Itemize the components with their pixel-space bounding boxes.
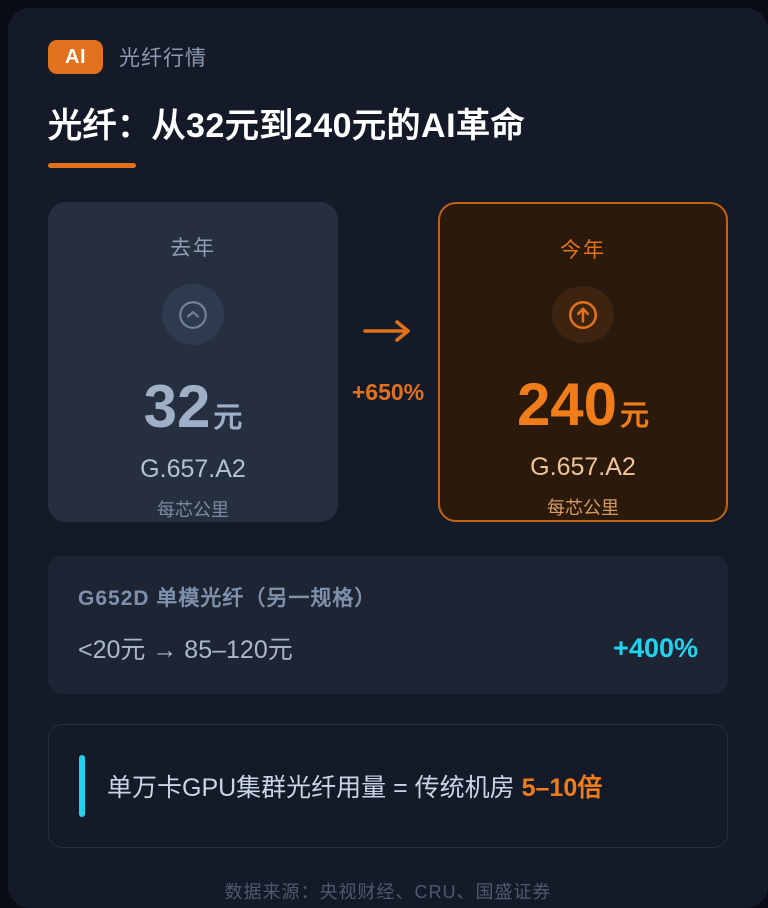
arrow-right-icon <box>361 318 415 349</box>
card-past-spec: G.657.A2 <box>140 455 246 483</box>
callout-text-prefix: 单万卡GPU集群光纤用量 = 传统机房 <box>107 774 522 802</box>
secondary-spec-panel: G652D 单模光纤（另一规格） <20元 → 85–120元 +400% <box>48 556 728 694</box>
title-underline <box>48 163 136 168</box>
card-now-value: 240 元 <box>517 375 649 435</box>
page-title: 光纤：从32元到240元的AI革命 <box>48 107 526 145</box>
card-this-year: 今年 240 元 G.657.A2 每芯公里 <box>438 202 728 522</box>
card-past-unit: 元 <box>213 402 243 434</box>
change-percent: +650% <box>351 379 425 405</box>
source-footer: 数据来源：央视财经、CRU、国盛证券 <box>224 882 552 902</box>
secondary-spec-percent: +400% <box>613 632 698 663</box>
card-past-label: 去年 <box>170 237 216 260</box>
change-indicator: +650% <box>340 318 436 406</box>
trend-up-circle-icon <box>552 286 614 343</box>
card-past-year: 去年 32 元 G.657.A2 每芯公里 <box>48 202 338 522</box>
secondary-spec-body: <20元 → 85–120元 +400% <box>78 630 698 666</box>
ai-badge: AI <box>48 40 103 74</box>
poster-container: AI 光纤行情 光纤：从32元到240元的AI革命 去年 32 元 G.657.… <box>8 8 768 908</box>
card-past-value: 32 元 <box>144 377 243 437</box>
callout-text: 单万卡GPU集群光纤用量 = 传统机房 5–10倍 <box>107 768 602 804</box>
card-now-number: 240 <box>516 371 618 438</box>
card-now-label: 今年 <box>560 239 606 262</box>
badge-row: AI 光纤行情 <box>48 40 728 74</box>
comparison-section: 去年 32 元 G.657.A2 每芯公里 +650% <box>48 202 728 522</box>
secondary-spec-title: G652D 单模光纤（另一规格） <box>78 587 377 610</box>
card-now-spec: G.657.A2 <box>530 453 636 481</box>
trend-down-circle-icon <box>162 284 224 345</box>
callout-panel: 单万卡GPU集群光纤用量 = 传统机房 5–10倍 <box>48 724 728 848</box>
callout-accent-bar <box>79 755 85 817</box>
header: AI 光纤行情 光纤：从32元到240元的AI革命 <box>48 8 728 168</box>
kicker-label: 光纤行情 <box>119 47 207 70</box>
card-past-sub: 每芯公里 <box>157 500 229 520</box>
card-now-unit: 元 <box>620 400 650 432</box>
card-past-number: 32 <box>143 373 211 440</box>
callout-text-highlight: 5–10倍 <box>521 774 603 802</box>
secondary-spec-range: <20元 → 85–120元 <box>78 636 293 664</box>
card-now-sub: 每芯公里 <box>547 498 619 518</box>
